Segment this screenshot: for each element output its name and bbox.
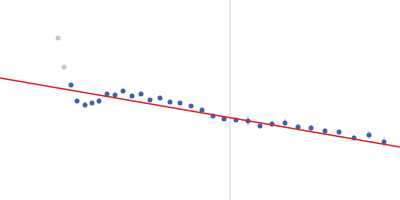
fit-line xyxy=(0,78,400,147)
data-point xyxy=(62,65,67,70)
data-point xyxy=(75,99,80,104)
data-point xyxy=(337,130,342,135)
data-point xyxy=(97,99,102,104)
chart xyxy=(0,0,400,200)
data-point xyxy=(367,133,372,138)
data-point xyxy=(189,104,194,109)
data-point xyxy=(69,83,74,88)
data-point xyxy=(130,94,135,99)
data-point xyxy=(158,96,163,101)
data-point xyxy=(200,108,205,113)
data-point xyxy=(309,126,314,131)
data-point xyxy=(113,93,118,98)
data-point xyxy=(168,100,173,105)
vertical-line xyxy=(230,0,231,200)
data-point xyxy=(83,103,88,108)
data-point xyxy=(258,124,263,129)
data-point xyxy=(56,36,61,41)
data-point xyxy=(283,121,288,126)
data-point xyxy=(90,101,95,106)
data-point xyxy=(178,101,183,106)
data-point xyxy=(121,89,126,94)
data-point xyxy=(139,92,144,97)
data-point xyxy=(148,98,153,103)
plot-area xyxy=(0,0,400,200)
data-point xyxy=(323,129,328,134)
